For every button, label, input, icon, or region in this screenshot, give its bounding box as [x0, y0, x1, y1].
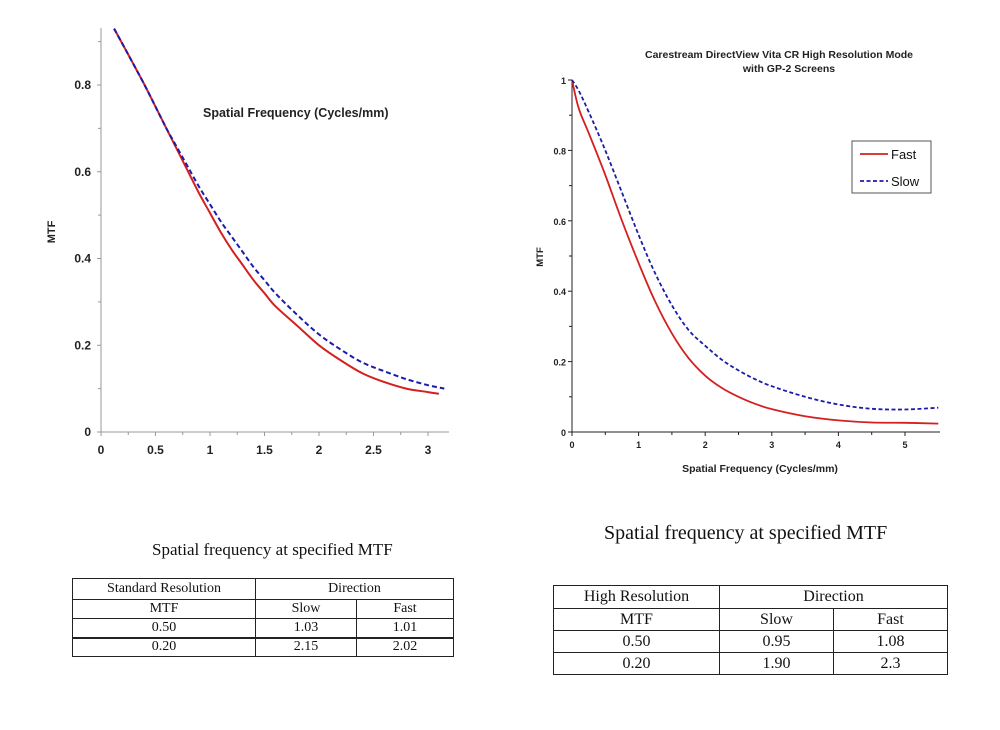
right-series-slow-line [571, 79, 939, 411]
table-cell: 1.03 [255, 618, 357, 638]
left-y-tick-label: 0.8 [74, 78, 91, 92]
left-x-tick-label: 2.5 [365, 443, 382, 457]
table-row: 0.50 0.95 1.08 [553, 630, 948, 653]
table-cell: 0.20 [553, 652, 720, 675]
right-x-tick-label: 5 [902, 440, 907, 450]
left-table-header-fast: Fast [356, 599, 454, 619]
right-x-tick-label: 2 [703, 440, 708, 450]
right-table-header-fast: Fast [833, 608, 948, 631]
table-cell: 1.08 [833, 630, 948, 653]
right-y-tick-label: 0 [561, 428, 566, 438]
left-x-tick-label: 3 [425, 443, 432, 457]
left-table-header-resolution: Standard Resolution [72, 578, 256, 600]
left-mtf-chart: 0 0.5 1 1.5 2 2.5 3 0 0.2 0.4 0.6 0.8 Spatial Frequ… [46, 28, 449, 457]
table-row: 0.20 1.90 2.3 [553, 652, 948, 675]
right-y-tick-label: 0.4 [553, 287, 566, 297]
right-axes: 0 1 2 3 4 5 0 0.2 0.4 0.6 0.8 1 [553, 76, 940, 450]
right-series-group [571, 79, 939, 425]
left-x-tick-label: 0.5 [147, 443, 164, 457]
legend-box [851, 140, 932, 194]
left-annotation: Spatial Frequency (Cycles/mm) [203, 106, 388, 120]
right-chart-subtitle: with GP-2 Screens [742, 63, 835, 75]
left-table-title: Spatial frequency at specified MTF [152, 540, 393, 559]
left-series-group [113, 28, 445, 395]
right-table-header-resolution: High Resolution [553, 585, 720, 609]
left-x-tick-label: 1 [207, 443, 214, 457]
right-y-tick-label: 1 [561, 76, 566, 86]
right-x-tick-label: 0 [569, 440, 574, 450]
left-table-header-mtf: MTF [72, 599, 256, 619]
right-mtf-table: High Resolution Direction MTF Slow Fast … [553, 585, 948, 675]
right-series-fast-line [571, 79, 939, 425]
right-chart-title: Carestream DirectView Vita CR High Resol… [645, 49, 913, 61]
legend-label-slow: Slow [891, 174, 920, 189]
table-row: 0.20 2.15 2.02 [72, 636, 454, 657]
table-cell: 1.90 [719, 652, 834, 675]
right-mtf-chart: Carestream DirectView Vita CR High Resol… [535, 49, 940, 475]
left-y-tick-label: 0.4 [74, 252, 91, 266]
right-x-tick-label: 1 [636, 440, 641, 450]
right-y-tick-label: 0.8 [553, 146, 566, 156]
right-legend: Fast Slow [851, 140, 932, 194]
right-table-header-slow: Slow [719, 608, 834, 631]
left-x-tick-label: 1.5 [256, 443, 273, 457]
right-y-tick-label: 0.6 [553, 217, 566, 227]
left-x-tick-label: 0 [98, 443, 105, 457]
table-cell: 2.3 [833, 652, 948, 675]
table-cell: 2.02 [356, 636, 454, 657]
right-y-axis-label: MTF [535, 247, 546, 267]
right-y-tick-label: 0.2 [553, 358, 566, 368]
right-x-tick-label: 4 [836, 440, 841, 450]
table-cell: 0.50 [72, 618, 256, 638]
left-mtf-table: Standard Resolution Direction MTF Slow F… [72, 578, 454, 657]
left-axes: 0 0.5 1 1.5 2 2.5 3 0 0.2 0.4 0.6 0.8 [74, 28, 449, 457]
table-cell: 0.95 [719, 630, 834, 653]
table-cell: 1.01 [356, 618, 454, 638]
table-cell: 0.20 [72, 636, 256, 657]
left-y-axis-label: MTF [46, 220, 58, 243]
right-table-header-mtf: MTF [553, 608, 720, 631]
left-x-tick-label: 2 [316, 443, 323, 457]
left-table-header-slow: Slow [255, 599, 357, 619]
right-table-header-direction: Direction [719, 585, 948, 609]
table-cell: 0.50 [553, 630, 720, 653]
left-table-header-direction: Direction [255, 578, 454, 600]
right-x-axis-label: Spatial Frequency (Cycles/mm) [682, 463, 838, 475]
left-y-tick-label: 0.6 [74, 165, 91, 179]
right-table-title: Spatial frequency at specified MTF [604, 522, 888, 544]
table-row: 0.50 1.03 1.01 [72, 618, 454, 638]
left-y-tick-label: 0.2 [74, 338, 91, 352]
left-y-tick-label: 0 [84, 425, 91, 439]
table-cell: 2.15 [255, 636, 357, 657]
legend-label-fast: Fast [891, 147, 917, 162]
right-x-tick-label: 3 [769, 440, 774, 450]
left-series-slow-line [113, 28, 445, 390]
